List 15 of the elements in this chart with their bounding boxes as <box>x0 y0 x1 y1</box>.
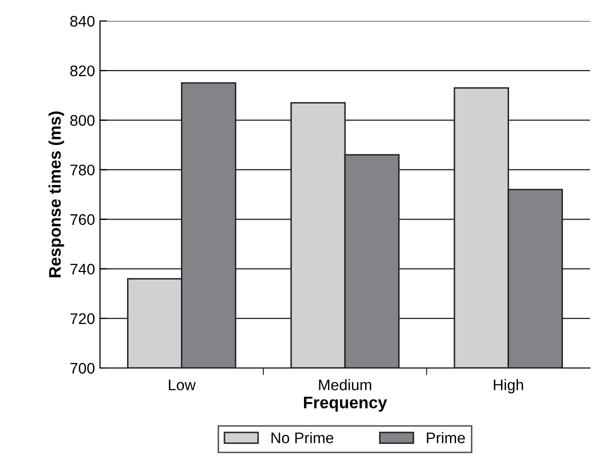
x-axis-title: Frequency <box>304 396 388 412</box>
legend-label: Prime <box>426 432 465 444</box>
y-tick-label: 720 <box>70 313 95 324</box>
y-tick-label: 700 <box>70 362 95 374</box>
x-tick-label: Medium <box>319 379 372 390</box>
y-tick-label: 820 <box>70 65 95 76</box>
y-axis-title: Response times (ms) <box>48 112 64 278</box>
y-tick-label: 800 <box>70 115 95 126</box>
y-tick-label: 780 <box>70 164 95 176</box>
y-tick-label: 840 <box>70 16 95 27</box>
x-tick-label: High <box>494 379 524 394</box>
legend-label: No Prime <box>272 432 334 444</box>
x-tick-label: Low <box>168 380 196 390</box>
y-tick-label: 740 <box>70 264 95 275</box>
y-tick-label: 760 <box>70 214 95 225</box>
